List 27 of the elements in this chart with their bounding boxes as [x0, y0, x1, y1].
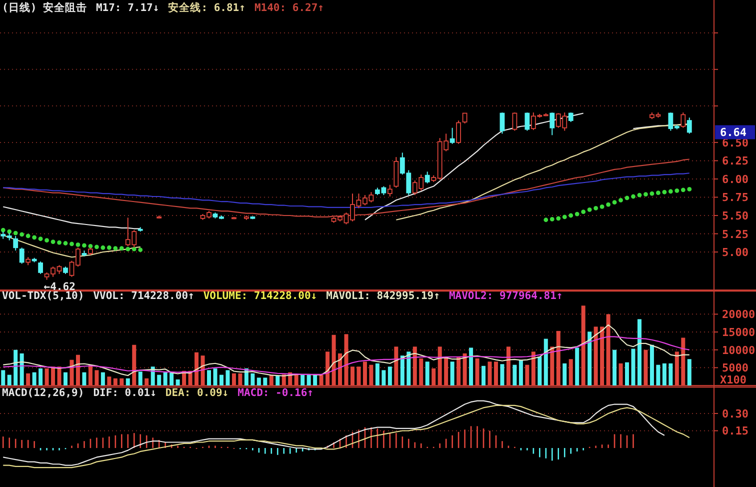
- chart-title: VOL-TDX(5,10): [2, 290, 84, 302]
- text: MAVOL2: 977964.81↑: [448, 290, 563, 302]
- y-tick-label: 6.25: [722, 154, 748, 168]
- y-tick-label: 5.75: [722, 191, 748, 204]
- y-tick-label: 10000: [722, 344, 756, 357]
- y-tick-label: 5000: [722, 362, 748, 375]
- chart-title: MACD(12,26,9): [2, 387, 84, 399]
- text: M17: 7.17↓: [96, 2, 160, 14]
- text: DIF: 0.01↓: [93, 387, 156, 399]
- y-tick-label: 15000: [722, 326, 756, 340]
- text: MAVOL1: 842995.19↑: [326, 290, 440, 302]
- y-tick-label: 5.25: [722, 228, 748, 241]
- annotation: VVOL: 714228.00↑: [93, 290, 194, 302]
- text: M140: 6.27↑: [254, 2, 324, 14]
- y-tick-label: 5.00: [722, 246, 748, 260]
- y-tick-label: 0.15: [722, 424, 748, 438]
- annotation: MACD: -0.16↑: [238, 387, 314, 399]
- y-axis-title: X100: [720, 374, 746, 386]
- y-tick-label: 20000: [722, 308, 756, 322]
- text: DEA: 0.09↓: [165, 387, 229, 399]
- y-tick-label: 0.30: [722, 407, 748, 420]
- y-tick-label: 6.00: [722, 172, 748, 186]
- y-tick-label: 5.50: [722, 209, 748, 222]
- annotation: VOLUME: 714228.00↓: [203, 290, 318, 302]
- text: 6.64: [720, 126, 747, 140]
- text: 安全线: 6.81↑: [168, 1, 246, 14]
- chart-title: (日线) 安全阻击: [2, 1, 87, 14]
